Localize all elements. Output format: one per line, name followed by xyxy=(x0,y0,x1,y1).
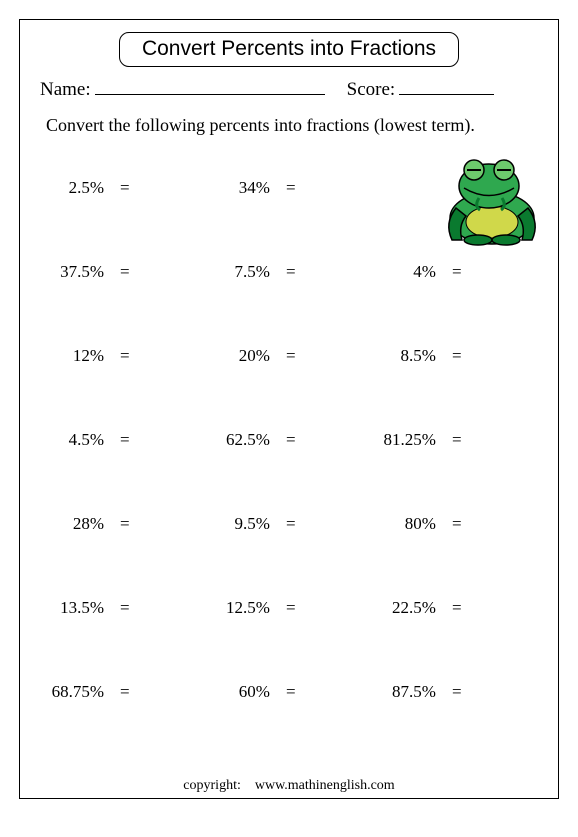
problem-cell: 28% = xyxy=(40,496,206,534)
equals-sign: = xyxy=(452,262,462,282)
instruction-text: Convert the following percents into frac… xyxy=(46,115,538,136)
problem-cell: 81.25% = xyxy=(372,412,538,450)
score-label: Score: xyxy=(347,79,396,101)
problem-cell: 9.5% = xyxy=(206,496,372,534)
percent-value: 68.75% xyxy=(40,682,104,702)
frog-icon xyxy=(434,148,544,248)
problem-cell: 37.5% = xyxy=(40,244,206,282)
problem-cell: 12% = xyxy=(40,328,206,366)
problem-cell: 13.5% = xyxy=(40,580,206,618)
problem-cell: 34% = xyxy=(206,160,372,198)
percent-value: 12% xyxy=(40,346,104,366)
percent-value: 37.5% xyxy=(40,262,104,282)
problem-cell: 2.5% = xyxy=(40,160,206,198)
percent-value: 12.5% xyxy=(206,598,270,618)
problem-cell: 12.5% = xyxy=(206,580,372,618)
problem-cell: 60% = xyxy=(206,664,372,702)
percent-value: 20% xyxy=(206,346,270,366)
equals-sign: = xyxy=(286,178,296,198)
equals-sign: = xyxy=(120,598,130,618)
problem-cell: 20% = xyxy=(206,328,372,366)
percent-value: 13.5% xyxy=(40,598,104,618)
name-label: Name: xyxy=(40,79,91,101)
equals-sign: = xyxy=(120,178,130,198)
equals-sign: = xyxy=(452,514,462,534)
equals-sign: = xyxy=(120,430,130,450)
percent-value: 8.5% xyxy=(372,346,436,366)
score-input-line[interactable] xyxy=(399,77,494,95)
percent-value: 7.5% xyxy=(206,262,270,282)
equals-sign: = xyxy=(286,514,296,534)
problem-cell: 87.5% = xyxy=(372,664,538,702)
problem-cell: 4.5% = xyxy=(40,412,206,450)
equals-sign: = xyxy=(452,346,462,366)
equals-sign: = xyxy=(452,598,462,618)
problem-row: 68.75% = 60% = 87.5% = xyxy=(40,664,538,748)
header-row: Name: Score: xyxy=(40,77,538,101)
equals-sign: = xyxy=(286,598,296,618)
equals-sign: = xyxy=(120,514,130,534)
problems-grid: 2.5%=34%=37.5%=7.5%=4%=12%=20%=8.5%=4.5%… xyxy=(40,160,538,750)
equals-sign: = xyxy=(120,682,130,702)
equals-sign: = xyxy=(286,430,296,450)
problem-cell: 68.75% = xyxy=(40,664,206,702)
equals-sign: = xyxy=(452,430,462,450)
problem-cell: 7.5% = xyxy=(206,244,372,282)
percent-value: 2.5% xyxy=(40,178,104,198)
worksheet-title: Convert Percents into Fractions xyxy=(142,37,436,60)
percent-value: 62.5% xyxy=(206,430,270,450)
copyright-label: copyright: xyxy=(183,778,241,793)
worksheet-page: Convert Percents into Fractions Name: Sc… xyxy=(19,19,559,799)
equals-sign: = xyxy=(120,346,130,366)
percent-value: 60% xyxy=(206,682,270,702)
problem-row: 4.5% = 62.5% = 81.25% = xyxy=(40,412,538,496)
percent-value: 80% xyxy=(372,514,436,534)
problem-cell: 62.5% = xyxy=(206,412,372,450)
problem-row: 12% = 20% = 8.5% = xyxy=(40,328,538,412)
copyright-line: copyright: www.mathinenglish.com xyxy=(20,778,558,794)
percent-value: 28% xyxy=(40,514,104,534)
equals-sign: = xyxy=(286,262,296,282)
percent-value: 9.5% xyxy=(206,514,270,534)
percent-value: 4.5% xyxy=(40,430,104,450)
percent-value: 34% xyxy=(206,178,270,198)
name-input-line[interactable] xyxy=(95,77,325,95)
problem-row: 28% = 9.5% = 80% = xyxy=(40,496,538,580)
problem-row: 13.5% = 12.5% = 22.5% = xyxy=(40,580,538,664)
copyright-site: www.mathinenglish.com xyxy=(255,778,395,793)
equals-sign: = xyxy=(120,262,130,282)
problem-cell: 80% = xyxy=(372,496,538,534)
problem-cell: 22.5% = xyxy=(372,580,538,618)
percent-value: 4% xyxy=(372,262,436,282)
problem-cell: 8.5% = xyxy=(372,328,538,366)
problem-cell: 4% = xyxy=(372,244,538,282)
equals-sign: = xyxy=(452,682,462,702)
percent-value: 87.5% xyxy=(372,682,436,702)
percent-value: 22.5% xyxy=(372,598,436,618)
equals-sign: = xyxy=(286,682,296,702)
percent-value: 81.25% xyxy=(372,430,436,450)
equals-sign: = xyxy=(286,346,296,366)
title-box: Convert Percents into Fractions xyxy=(119,32,459,67)
problem-row: 37.5% = 7.5% = 4% = xyxy=(40,244,538,328)
